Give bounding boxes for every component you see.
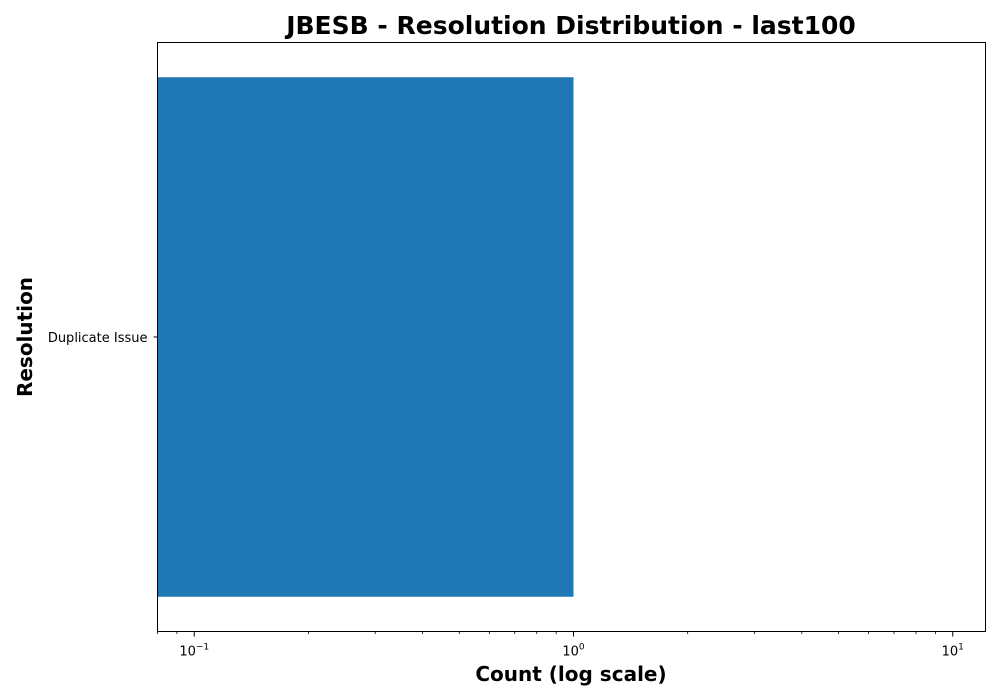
bar: [157, 77, 574, 597]
x-tick-label: 100: [562, 643, 585, 660]
y-tick-label: Duplicate Issue: [48, 331, 148, 346]
plot-area: [157, 77, 574, 597]
x-axis-label: Count (log scale): [475, 662, 666, 686]
x-tick-label: 10−1: [179, 643, 209, 660]
y-axis-label: Resolution: [13, 277, 37, 397]
chart-title: JBESB - Resolution Distribution - last10…: [284, 11, 856, 40]
y-axis-ticks: Duplicate Issue: [48, 331, 158, 346]
x-axis-ticks: 10−1 100 101: [157, 631, 964, 660]
x-tick-label: 101: [942, 643, 964, 660]
